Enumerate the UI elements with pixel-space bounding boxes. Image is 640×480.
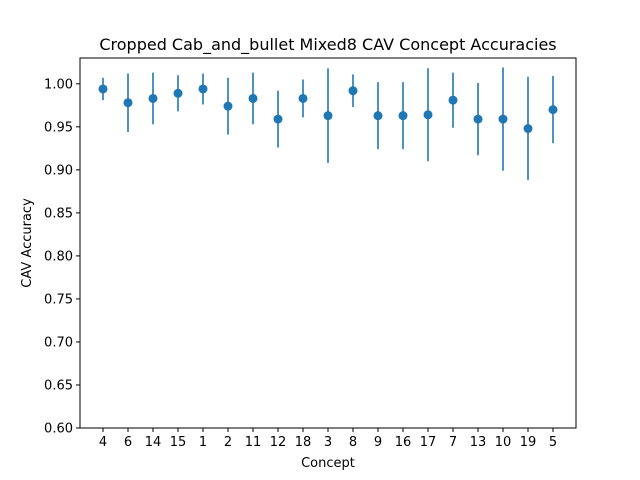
data-point bbox=[423, 110, 433, 120]
x-tick-label: 3 bbox=[324, 435, 332, 450]
y-tick-label: 0.65 bbox=[44, 378, 73, 393]
plot-area: 0.60 0.65 0.70 0.75 0.80 0.85 0.90 0.95 1.00 4 6 14… bbox=[44, 67, 558, 450]
x-tick-label: 13 bbox=[470, 435, 487, 450]
data-point bbox=[223, 101, 233, 111]
y-tick-label: 0.90 bbox=[44, 163, 73, 178]
x-tick-label: 1 bbox=[199, 435, 207, 450]
data-point bbox=[273, 114, 283, 124]
data-point bbox=[148, 93, 158, 103]
chart-title: Cropped Cab_and_bullet Mixed8 CAV Concep… bbox=[99, 35, 556, 55]
data-point bbox=[98, 84, 108, 94]
data-point bbox=[473, 114, 483, 124]
data-point bbox=[298, 93, 308, 103]
y-tick-label: 0.85 bbox=[44, 206, 73, 221]
data-point bbox=[348, 86, 358, 96]
y-tick-label: 1.00 bbox=[44, 77, 73, 92]
data-point bbox=[123, 98, 133, 108]
y-tick-label: 0.75 bbox=[44, 292, 73, 307]
x-tick-label: 18 bbox=[295, 435, 312, 450]
y-axis-label: CAV Accuracy bbox=[20, 198, 35, 288]
data-point bbox=[398, 111, 408, 121]
data-point bbox=[323, 111, 333, 121]
x-tick-label: 12 bbox=[270, 435, 287, 450]
x-tick-label: 15 bbox=[170, 435, 187, 450]
y-tick-label: 0.70 bbox=[44, 335, 73, 350]
data-point bbox=[523, 124, 533, 134]
x-tick-label: 11 bbox=[245, 435, 262, 450]
data-point bbox=[173, 88, 183, 98]
x-tick-label: 6 bbox=[124, 435, 132, 450]
x-tick-label: 7 bbox=[449, 435, 457, 450]
y-tick-label: 0.95 bbox=[44, 120, 73, 135]
x-tick-label: 14 bbox=[145, 435, 162, 450]
data-point bbox=[373, 111, 383, 121]
x-tick-label: 2 bbox=[224, 435, 232, 450]
data-point bbox=[498, 114, 508, 124]
y-tick-label: 0.80 bbox=[44, 249, 73, 264]
x-axis-label: Concept bbox=[301, 456, 355, 471]
y-tick-label: 0.60 bbox=[44, 422, 73, 437]
data-point bbox=[198, 84, 208, 94]
data-point bbox=[448, 95, 458, 105]
x-tick-label: 5 bbox=[549, 435, 557, 450]
x-tick-label: 9 bbox=[374, 435, 382, 450]
x-tick-label: 17 bbox=[420, 435, 437, 450]
x-tick-label: 16 bbox=[395, 435, 412, 450]
x-tick-label: 19 bbox=[520, 435, 537, 450]
axes-frame bbox=[79, 57, 577, 429]
x-tick-label: 10 bbox=[495, 435, 512, 450]
data-point bbox=[548, 105, 558, 115]
data-point bbox=[248, 93, 258, 103]
x-tick-label: 8 bbox=[349, 435, 357, 450]
x-tick-label: 4 bbox=[99, 435, 107, 450]
